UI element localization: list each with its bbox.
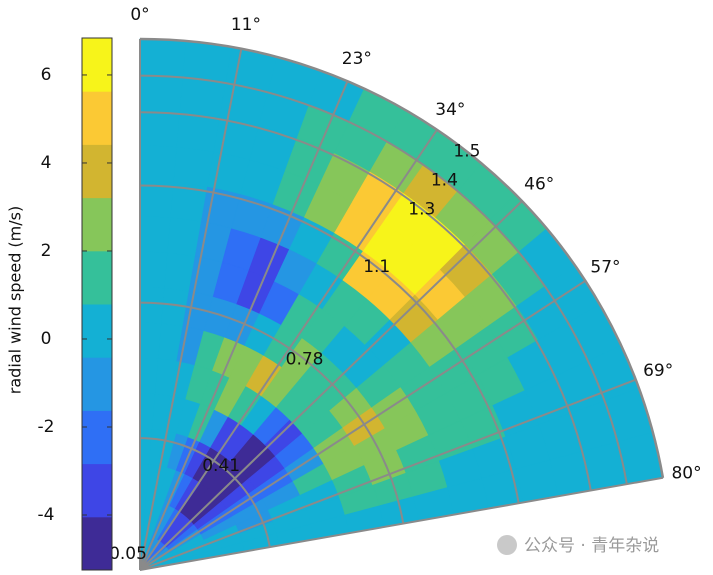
theta-tick-label: 23° bbox=[342, 49, 372, 69]
colorbar-tick-label: 0 bbox=[41, 329, 52, 349]
r-tick-label: 1.1 bbox=[363, 257, 390, 277]
grid-arc bbox=[139, 111, 592, 491]
contour-cell bbox=[139, 321, 163, 359]
grid-arc bbox=[139, 184, 520, 504]
grid-spoke bbox=[139, 129, 438, 571]
colorbar-band bbox=[82, 410, 112, 465]
contour-cell bbox=[139, 286, 166, 324]
contour-cell bbox=[139, 109, 181, 148]
grid-arc bbox=[139, 301, 405, 524]
colorbar-frame bbox=[81, 37, 113, 571]
colorbar-tick-label: 2 bbox=[41, 241, 52, 261]
contour-cell bbox=[173, 146, 215, 187]
theta-tick-label: 0° bbox=[130, 5, 149, 25]
colorbar-band bbox=[82, 357, 112, 411]
colorbar-band bbox=[82, 91, 112, 145]
r-tick-label: 0.05 bbox=[109, 544, 147, 564]
theta-tick-label: 80° bbox=[671, 464, 701, 484]
colorbar-label: radial wind speed (m/s) bbox=[6, 206, 25, 394]
theta-tick-label: 57° bbox=[590, 258, 620, 278]
colorbar-band bbox=[82, 304, 112, 358]
theta-tick-label: 34° bbox=[435, 100, 465, 120]
watermark-icon bbox=[497, 535, 517, 555]
contour-cell bbox=[139, 73, 184, 112]
theta-tick-label: 11° bbox=[231, 15, 261, 35]
r-tick-label: 0.78 bbox=[286, 349, 324, 369]
theta-tick-label: 69° bbox=[643, 361, 673, 381]
grid-spoke bbox=[139, 476, 664, 571]
colorbar-band bbox=[82, 516, 112, 571]
r-tick-label: 0.41 bbox=[202, 456, 240, 476]
contour-cell bbox=[139, 250, 169, 289]
grid-spoke bbox=[139, 279, 586, 571]
colorbar-tick-label: -2 bbox=[38, 417, 55, 437]
contour-cell bbox=[182, 40, 233, 83]
polar-grid bbox=[139, 37, 665, 571]
grid-spoke bbox=[139, 48, 243, 571]
grid-spoke bbox=[139, 80, 349, 571]
colorbar-band bbox=[82, 463, 112, 518]
r-tick-label: 1.5 bbox=[453, 142, 480, 162]
colorbar-band bbox=[82, 250, 112, 305]
grid-arc bbox=[139, 74, 628, 485]
colorbar-band bbox=[82, 38, 112, 92]
watermark: 公众号 · 青年杂说 bbox=[497, 535, 659, 556]
colorbar-tick-label: 6 bbox=[41, 65, 52, 85]
colorbar-band bbox=[82, 197, 112, 252]
colorbar-tick-label: 4 bbox=[41, 153, 52, 173]
colorbar-band bbox=[82, 144, 112, 199]
r-tick-label: 1.3 bbox=[408, 199, 435, 219]
grid-spoke bbox=[139, 378, 637, 571]
contour-cell bbox=[139, 215, 172, 254]
contour-cell bbox=[139, 144, 178, 183]
watermark-text: 公众号 · 青年杂说 bbox=[524, 536, 659, 556]
colorbar-tick-label: -4 bbox=[38, 505, 55, 525]
labels: 0.05 0.41 0.78 1.1 1.3 1.4 1.5 0° 11° 23° 34° 46° 57… bbox=[109, 5, 702, 564]
theta-tick-label: 46° bbox=[524, 174, 554, 194]
grid-spoke bbox=[139, 200, 523, 571]
r-tick-label: 1.4 bbox=[431, 170, 458, 190]
grid-arc bbox=[139, 37, 665, 479]
contour-cell bbox=[139, 38, 187, 77]
